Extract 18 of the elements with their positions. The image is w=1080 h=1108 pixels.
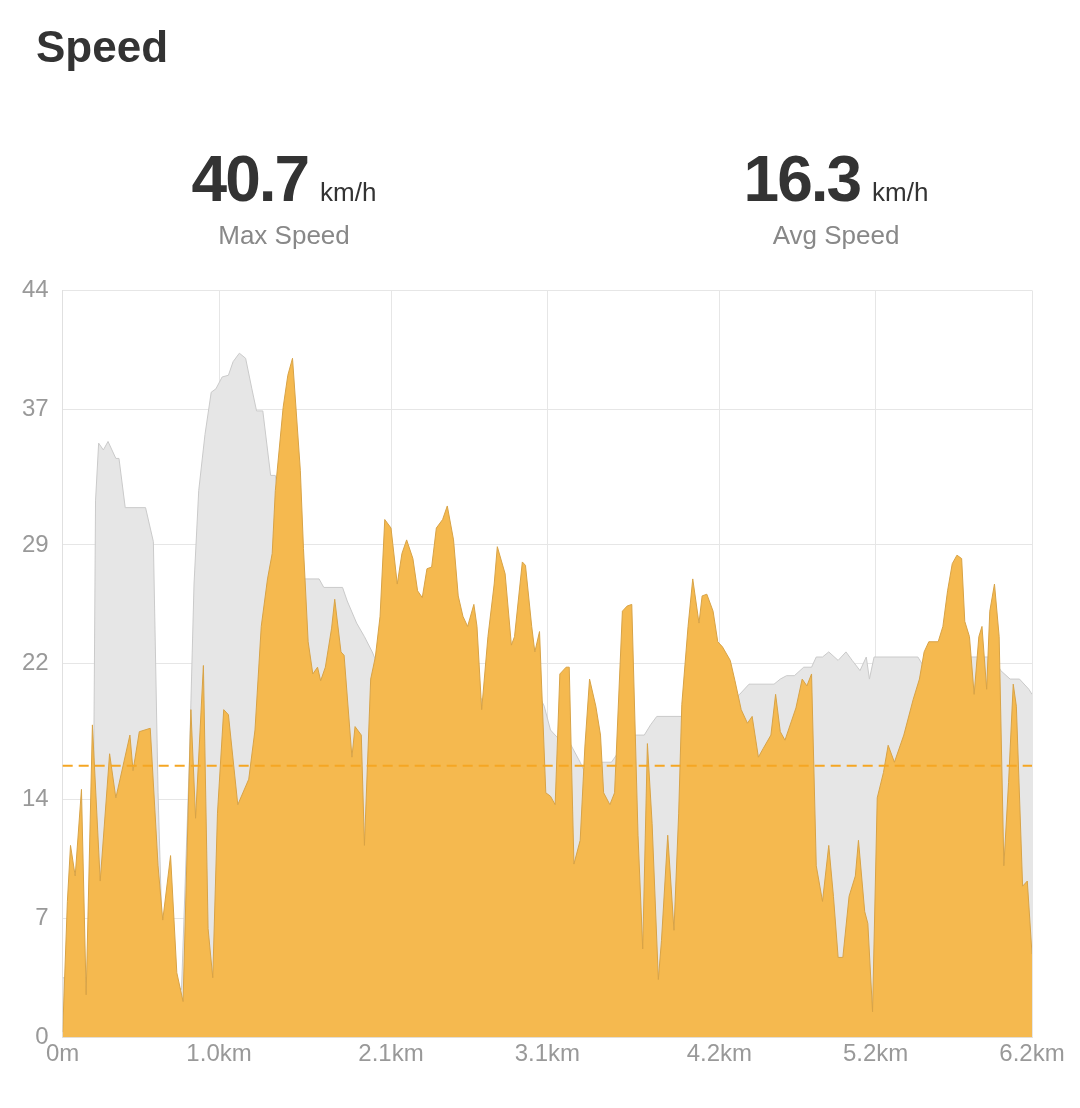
text: Max Speed (218, 220, 350, 251)
y-tick-label: 37 (21, 393, 49, 421)
x-tick-label: 4.2km (686, 1039, 752, 1067)
y-tick-label: 14 (21, 784, 49, 812)
text: 40.7 km/h (191, 143, 377, 215)
x-tick-label: 2.1km (358, 1039, 424, 1067)
y-tick-label: 7 (35, 903, 49, 931)
text: Avg Speed (772, 220, 900, 251)
x-tick-label: 6.2km (999, 1039, 1065, 1067)
x-tick-label: 3.1km (514, 1039, 581, 1067)
x-tick-label: 0m (46, 1039, 80, 1067)
y-tick-label: 29 (21, 529, 49, 557)
text: 16.3 km/h (743, 143, 929, 215)
x-tick-label: 5.2km (842, 1039, 909, 1067)
x-tick-label: 1.0km (186, 1039, 252, 1067)
y-tick-label: 44 (21, 275, 49, 303)
chart-title: Speed (35, 21, 170, 73)
y-tick-label: 22 (21, 648, 49, 676)
